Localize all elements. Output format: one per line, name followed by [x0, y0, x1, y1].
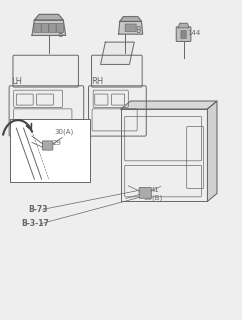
FancyBboxPatch shape [125, 24, 136, 32]
Text: 30(B): 30(B) [144, 195, 163, 202]
Bar [10, 119, 90, 182]
FancyBboxPatch shape [181, 31, 186, 38]
Polygon shape [121, 101, 217, 109]
Polygon shape [120, 17, 142, 21]
Polygon shape [178, 23, 189, 28]
FancyBboxPatch shape [42, 141, 53, 150]
Text: B-73: B-73 [28, 205, 48, 214]
Text: LH: LH [12, 77, 23, 86]
Text: 29: 29 [53, 140, 61, 147]
Polygon shape [100, 42, 134, 64]
Text: 8: 8 [57, 30, 63, 39]
Polygon shape [32, 20, 66, 36]
Polygon shape [34, 14, 63, 20]
FancyBboxPatch shape [34, 23, 41, 32]
FancyBboxPatch shape [56, 23, 64, 32]
Text: 30(A): 30(A) [55, 128, 74, 135]
FancyBboxPatch shape [41, 23, 49, 32]
Text: 8: 8 [136, 27, 141, 36]
Text: B-3-17: B-3-17 [21, 219, 49, 228]
FancyBboxPatch shape [49, 23, 56, 32]
Text: 144: 144 [187, 29, 200, 36]
FancyBboxPatch shape [176, 27, 191, 42]
Polygon shape [207, 101, 217, 201]
Text: 41: 41 [151, 187, 160, 193]
FancyBboxPatch shape [139, 188, 151, 198]
Text: RH: RH [91, 77, 103, 86]
Polygon shape [119, 21, 143, 34]
